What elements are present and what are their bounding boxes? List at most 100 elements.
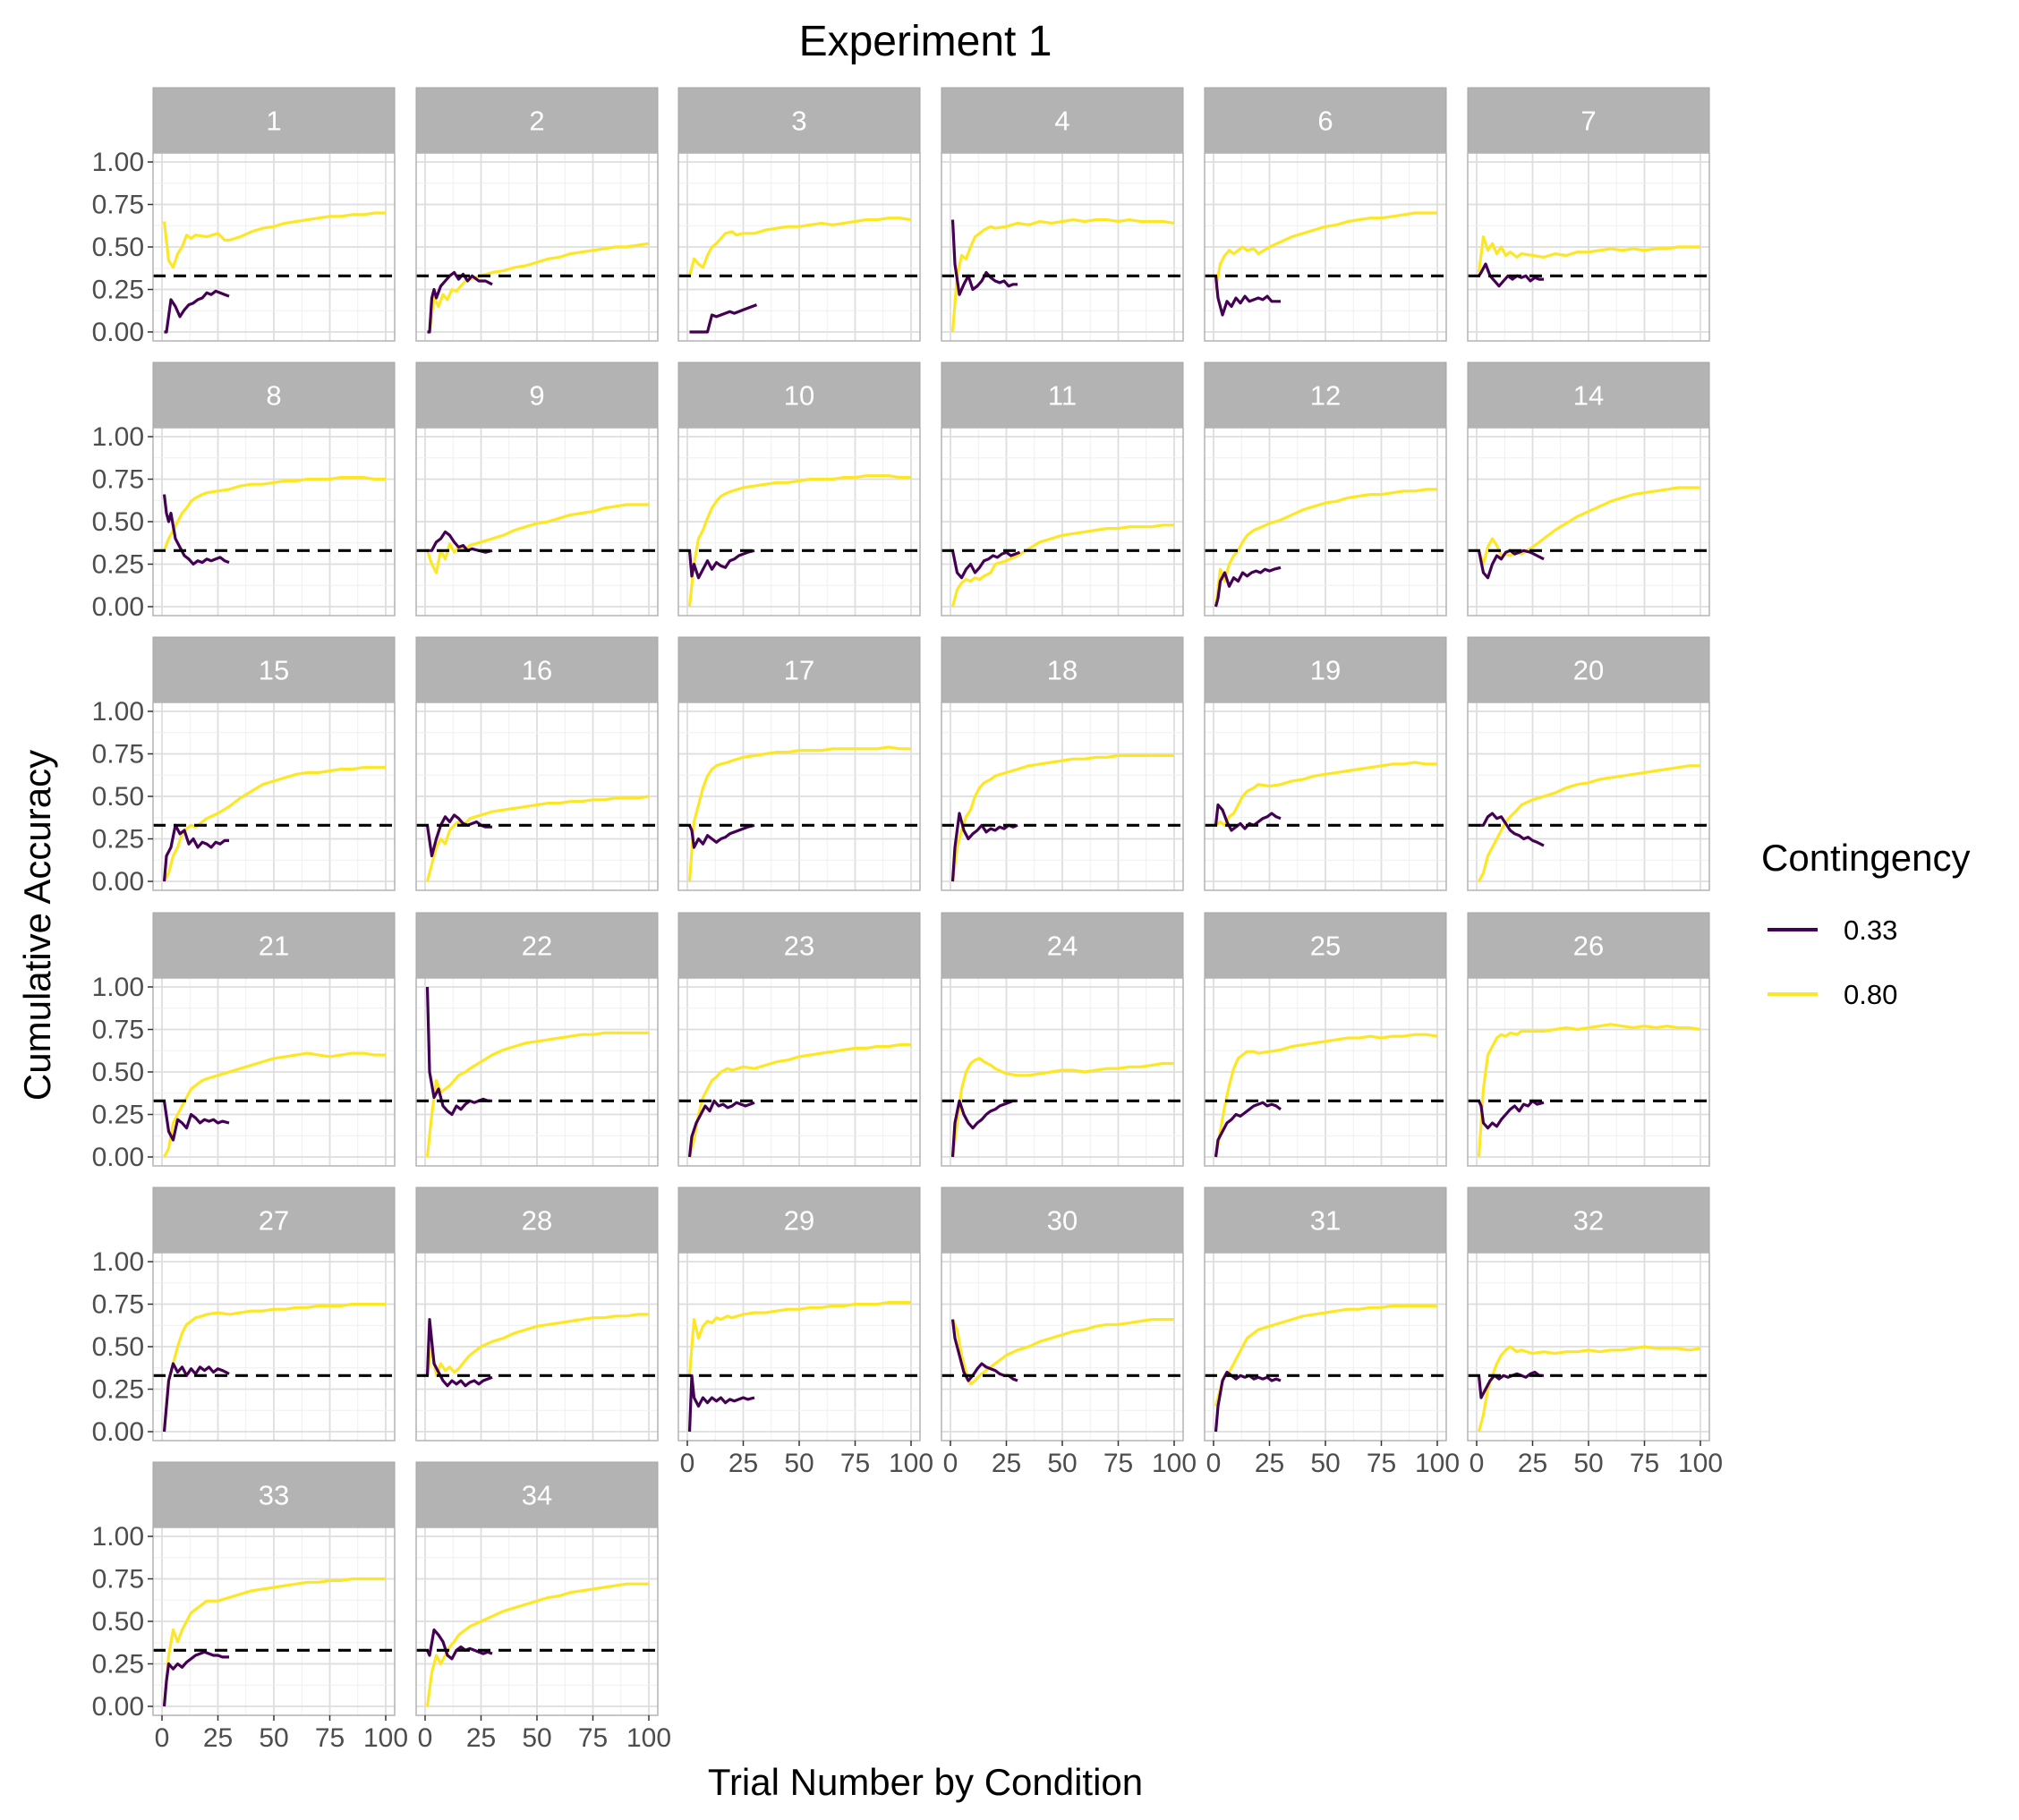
- strip-label: 15: [259, 655, 289, 686]
- series-line-0.33: [688, 823, 755, 849]
- y-tick-label: 1.00: [92, 697, 144, 727]
- x-tick-label: 75: [1103, 1449, 1133, 1478]
- series-line-0.33: [1478, 812, 1545, 847]
- series-line-0.80: [425, 1031, 649, 1158]
- strip: [1204, 1186, 1447, 1254]
- panel-border: [941, 427, 1184, 617]
- series-line-0.33: [425, 1318, 493, 1388]
- grid: [1205, 978, 1446, 1166]
- x-tick-label: 25: [466, 1723, 496, 1753]
- x-tick-label: 100: [363, 1723, 408, 1753]
- strip: [152, 636, 396, 703]
- strip: [941, 87, 1184, 154]
- panel-18: 18: [941, 636, 1184, 891]
- strip-label: 26: [1573, 931, 1604, 962]
- y-tick-label: 0.75: [92, 1565, 144, 1595]
- series-line-0.33: [1478, 262, 1544, 288]
- panel-33: 33 0.00 0.25 0.50 0.75 1.00 0 25 50 75 100: [92, 1461, 408, 1753]
- grid: [416, 428, 658, 616]
- strip: [152, 912, 396, 979]
- panel-border: [1204, 152, 1447, 342]
- series-line-0.33: [427, 530, 493, 554]
- grid: [153, 1527, 395, 1715]
- grid: [941, 978, 1183, 1166]
- series-line-0.80: [950, 218, 1175, 333]
- strip: [1204, 361, 1447, 429]
- legend-entry-0.33: 0.33: [1768, 914, 1897, 946]
- series-line-0.80: [687, 474, 911, 608]
- grid: [1205, 702, 1446, 890]
- y-tick-label: 0.25: [92, 550, 144, 580]
- panel-border: [677, 427, 921, 617]
- strip-label: 3: [791, 106, 806, 137]
- panel-23: 23: [677, 912, 921, 1167]
- panel-10: 10: [677, 361, 921, 617]
- panel-border: [941, 702, 1184, 891]
- grid: [678, 702, 920, 890]
- panel-1: 1 0.00 0.25 0.50 0.75 1.00: [92, 87, 396, 347]
- strip: [941, 912, 1184, 979]
- series-line-0.80: [1477, 1023, 1701, 1158]
- series-line-0.80: [425, 795, 650, 882]
- grid: [1468, 428, 1709, 616]
- y-tick-label: 0.75: [92, 191, 144, 220]
- grid: [1205, 1253, 1446, 1441]
- strip-label: 19: [1310, 655, 1341, 686]
- series-line-0.80: [1214, 761, 1437, 827]
- strip: [1204, 87, 1447, 154]
- series-line-0.80: [950, 523, 1174, 608]
- panel-border: [1467, 152, 1710, 342]
- panel-31: 31 0 25 50 75 100: [1204, 1186, 1460, 1478]
- strip: [941, 1186, 1184, 1254]
- x-tick-label: 25: [1255, 1449, 1284, 1478]
- panel-grid: 10.000.250.500.751.002 3 4 6 780.000.250.500…: [92, 87, 1723, 1753]
- series-line-0.80: [687, 1043, 911, 1158]
- x-tick-label: 50: [522, 1723, 551, 1753]
- strip-label: 17: [784, 655, 814, 686]
- y-tick-label: 0.50: [92, 782, 144, 812]
- panel-border: [677, 702, 921, 891]
- y-tick-label: 0.75: [92, 1016, 144, 1045]
- series-line-0.33: [687, 1099, 755, 1158]
- series-line-0.33: [687, 549, 755, 580]
- grid: [941, 153, 1183, 341]
- series-line-0.80: [162, 211, 386, 269]
- panel-border: [1467, 702, 1710, 891]
- series-line-0.33: [1478, 1099, 1545, 1130]
- strip-label: 18: [1047, 655, 1078, 686]
- strip-label: 6: [1317, 106, 1333, 137]
- y-tick-label: 0.75: [92, 740, 144, 770]
- strip: [1204, 636, 1447, 703]
- series-line-0.33: [1214, 1101, 1282, 1158]
- y-tick-label: 0.50: [92, 1058, 144, 1087]
- series-line-0.80: [687, 217, 912, 276]
- series-line-0.80: [162, 1302, 386, 1433]
- y-tick-label: 0.50: [92, 1607, 144, 1637]
- panel-border: [1204, 702, 1447, 891]
- strip-label: 9: [529, 380, 544, 412]
- strip: [677, 912, 921, 979]
- panel-24: 24: [941, 912, 1184, 1167]
- series-line-0.80: [1478, 764, 1700, 882]
- panel-29: 29 0 25 50 75 100: [677, 1186, 933, 1478]
- panel-2: 2: [415, 87, 659, 342]
- strip: [677, 1186, 921, 1254]
- series-line-0.80: [427, 242, 650, 334]
- y-tick-label: 0.25: [92, 1101, 144, 1130]
- strip-label: 24: [1047, 931, 1078, 962]
- strip-label: 22: [522, 931, 552, 962]
- strip: [415, 1186, 659, 1254]
- x-tick-label: 100: [1678, 1449, 1723, 1478]
- panel-border: [1467, 977, 1710, 1167]
- panel-19: 19: [1204, 636, 1447, 891]
- panel-21: 21 0.00 0.25 0.50 0.75 1.00: [92, 912, 396, 1172]
- y-tick-label: 0.50: [92, 1332, 144, 1362]
- series-line-0.33: [426, 1628, 493, 1661]
- series-line-0.33: [162, 823, 229, 882]
- strip: [415, 1461, 659, 1528]
- series-line-0.80: [1477, 1345, 1701, 1433]
- series-line-0.80: [162, 1577, 386, 1707]
- y-tick-label: 0.00: [92, 1692, 144, 1722]
- strip-label: 4: [1054, 106, 1069, 137]
- series-line-0.80: [1214, 1033, 1438, 1158]
